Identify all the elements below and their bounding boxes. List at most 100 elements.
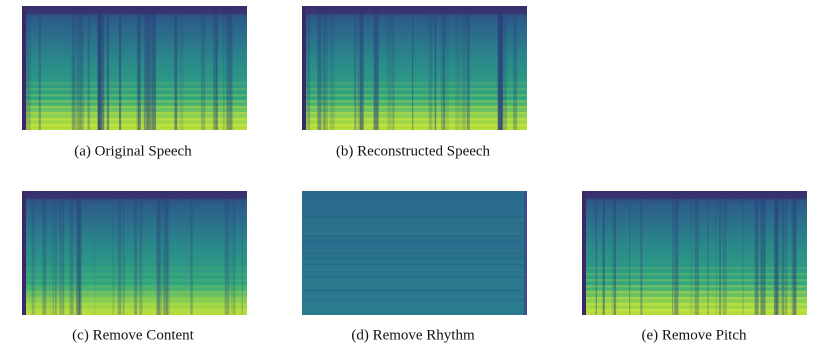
band [302, 281, 527, 283]
gap [611, 191, 615, 315]
harmonic [22, 106, 247, 109]
harmonic [302, 112, 527, 115]
gap [34, 191, 36, 315]
edge [582, 191, 586, 315]
band [302, 257, 527, 259]
caption: (d) Remove Rhythm [351, 327, 475, 343]
top-band [22, 6, 247, 14]
gap [595, 191, 598, 315]
harmonic [22, 100, 247, 103]
gap [742, 191, 744, 315]
band [302, 264, 527, 266]
band [302, 239, 527, 241]
gap [234, 191, 236, 315]
spectrogram-bg [22, 191, 247, 315]
gap [69, 191, 74, 315]
gap [75, 191, 81, 315]
gap [373, 6, 379, 130]
harmonic [302, 88, 527, 91]
gap [497, 6, 503, 130]
band [302, 234, 527, 236]
gap [322, 6, 326, 130]
gap [460, 6, 464, 130]
gap [143, 6, 148, 130]
gap [791, 191, 797, 315]
spectrogram [22, 6, 247, 130]
gap [97, 6, 101, 130]
harmonic [582, 279, 807, 282]
harmonic [22, 285, 247, 288]
band [302, 276, 527, 278]
panel: (d) Remove Rhythm [302, 191, 527, 343]
gap [672, 191, 674, 315]
band [302, 309, 527, 311]
gap [174, 6, 178, 130]
edge [22, 191, 26, 315]
gap [80, 6, 84, 130]
gap [719, 191, 721, 315]
harmonic [22, 309, 247, 312]
gap [785, 191, 787, 315]
gap [229, 6, 233, 130]
harmonic [582, 309, 807, 312]
gap [136, 6, 140, 130]
edge [524, 191, 527, 315]
gap [226, 6, 231, 130]
spectrogram [302, 191, 527, 315]
panel: (c) Remove Content [22, 191, 247, 343]
gap [502, 6, 508, 130]
harmonic [582, 291, 807, 294]
gap [707, 191, 709, 315]
top-band [582, 191, 807, 199]
gap [118, 6, 122, 130]
panel: (e) Remove Pitch [582, 191, 807, 343]
panel: (b) Reconstructed Speech [302, 6, 527, 159]
gap [754, 191, 759, 315]
gap [357, 6, 363, 130]
gap [203, 6, 206, 130]
harmonic [22, 291, 247, 294]
gap [137, 6, 140, 130]
gap [434, 6, 437, 130]
harmonic [302, 106, 527, 109]
gap [440, 6, 445, 130]
gap [157, 191, 163, 315]
gap [498, 6, 502, 130]
gap [97, 6, 102, 130]
harmonic [22, 88, 247, 91]
gap [793, 191, 797, 315]
gap [466, 6, 470, 130]
gap [674, 191, 679, 315]
gap [98, 6, 100, 130]
gap [26, 6, 31, 130]
caption: (b) Reconstructed Speech [336, 143, 491, 159]
gap [122, 191, 125, 315]
gap [690, 191, 693, 315]
gap [501, 6, 504, 130]
spectrogram-bg [582, 191, 807, 315]
band [302, 287, 527, 289]
gap [444, 6, 449, 130]
band [302, 304, 527, 306]
harmonic [302, 94, 527, 97]
gap [387, 6, 392, 130]
gap [42, 191, 47, 315]
band [302, 269, 527, 271]
spectrogram [582, 191, 807, 315]
gap [106, 6, 110, 130]
gap [55, 191, 57, 315]
gap [791, 191, 796, 315]
gap [76, 6, 82, 130]
gap [306, 6, 310, 130]
harmonic [582, 303, 807, 306]
gap [308, 6, 311, 130]
gap [782, 191, 788, 315]
gap [179, 6, 184, 130]
gap [112, 191, 115, 315]
harmonic [302, 124, 527, 127]
gap [38, 6, 41, 130]
gap [443, 6, 445, 130]
harmonic [22, 273, 247, 276]
band [302, 299, 527, 301]
